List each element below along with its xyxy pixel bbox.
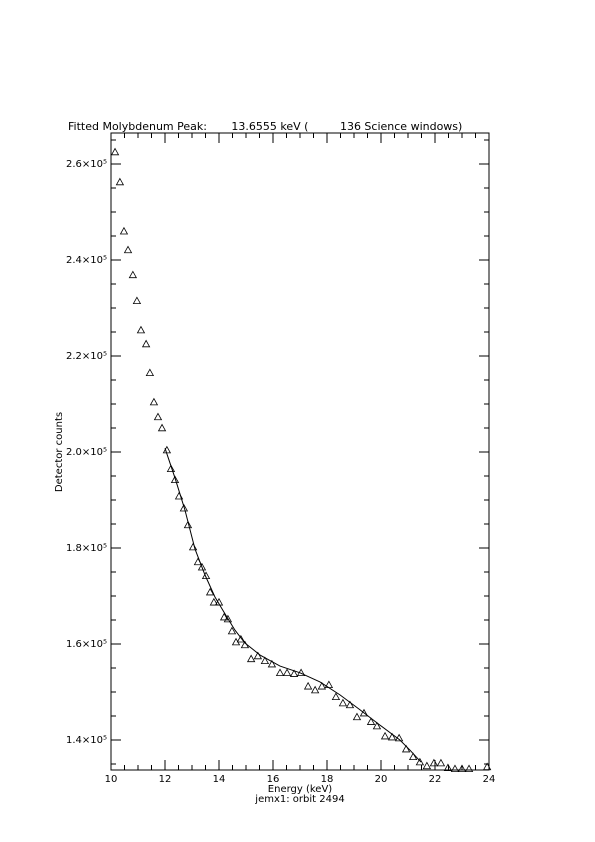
x-tick-label: 22 [429, 774, 442, 785]
data-point [443, 763, 453, 772]
y-tick-label: 1.8×10⁵ [66, 543, 107, 554]
x-tick-label: 16 [267, 774, 280, 785]
data-point [246, 654, 256, 663]
data-point [482, 762, 492, 771]
data-point [387, 732, 397, 741]
data-point [209, 597, 219, 606]
data-point [110, 147, 120, 156]
x-tick-label: 24 [483, 774, 496, 785]
data-point [275, 668, 285, 677]
x-tick-label: 14 [213, 774, 226, 785]
data-point [436, 758, 446, 767]
data-point [149, 397, 159, 406]
data-point [310, 685, 320, 694]
data-point [366, 717, 376, 725]
x-axis-label: Energy (keV) [268, 784, 333, 795]
fit-line [164, 448, 422, 763]
data-point [345, 700, 355, 709]
data-point [457, 764, 467, 772]
data-point [338, 698, 348, 707]
x-tick-label: 20 [375, 774, 388, 785]
y-tick-label: 2.2×10⁵ [66, 351, 107, 362]
data-point [450, 764, 460, 772]
data-point [260, 656, 270, 665]
x-tick-label: 18 [321, 774, 334, 785]
data-point [214, 597, 224, 606]
data-point [359, 708, 369, 717]
data-point [179, 503, 189, 512]
data-point [205, 587, 215, 596]
data-point [267, 659, 277, 668]
data-point [422, 761, 432, 770]
data-point [253, 651, 263, 660]
y-tick-label: 2.0×10⁵ [66, 447, 107, 458]
data-point [132, 296, 142, 305]
data-point [183, 520, 193, 529]
x-tick-label: 12 [159, 774, 172, 785]
data-point [136, 325, 146, 334]
data-point [236, 634, 246, 643]
y-tick-label: 1.6×10⁵ [66, 639, 107, 650]
data-point [145, 368, 155, 377]
data-point [282, 668, 292, 677]
data-point [372, 721, 382, 730]
data-point [401, 744, 411, 753]
data-point [223, 614, 233, 623]
data-point [157, 423, 167, 432]
data-point [331, 692, 341, 701]
data-point [464, 764, 474, 772]
data-point [352, 712, 362, 721]
data-point [289, 669, 299, 677]
data-point [380, 731, 390, 740]
y-tick-label: 2.4×10⁵ [66, 255, 107, 266]
data-point [219, 612, 229, 621]
data-point [153, 412, 163, 421]
data-point [429, 758, 439, 767]
y-axis-label: Detector counts [54, 412, 65, 492]
subtitle: jemx1: orbit 2494 [254, 794, 344, 805]
data-point [197, 562, 207, 571]
data-point [128, 270, 138, 279]
data-point [408, 752, 418, 760]
data-point [141, 339, 151, 348]
data-point [115, 177, 125, 186]
data-point [119, 226, 129, 235]
data-point [415, 757, 425, 766]
data-point [166, 464, 176, 473]
chart-title: Fitted Molybdenum Peak: 13.6555 keV ( 13… [68, 120, 462, 133]
data-point [170, 475, 180, 484]
data-point [303, 681, 313, 690]
x-tick-label: 10 [105, 774, 118, 785]
data-point [123, 245, 133, 254]
y-tick-label: 2.6×10⁵ [66, 159, 107, 170]
y-tick-label: 1.4×10⁵ [66, 735, 107, 746]
data-point [317, 681, 327, 690]
data-point [227, 626, 237, 635]
data-point [201, 571, 211, 580]
